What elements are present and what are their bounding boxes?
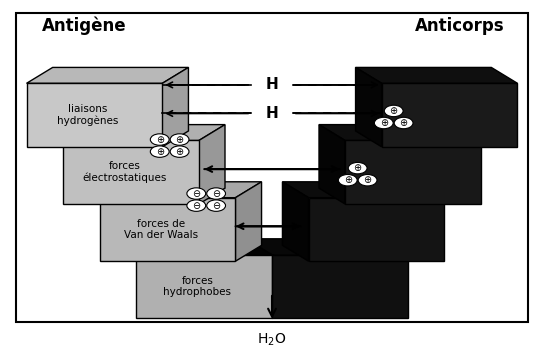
Text: H: H	[265, 77, 279, 92]
Polygon shape	[136, 239, 298, 255]
Polygon shape	[282, 182, 444, 198]
Text: ⊕: ⊕	[399, 118, 407, 128]
Text: forces
hydrophobes: forces hydrophobes	[163, 276, 231, 298]
Text: ⊕: ⊕	[380, 118, 388, 128]
Text: ⊕: ⊕	[156, 134, 164, 144]
Bar	[136, 255, 272, 318]
Text: ⊕: ⊕	[390, 106, 398, 116]
Polygon shape	[272, 239, 298, 318]
Text: ⊕: ⊕	[176, 134, 184, 144]
Polygon shape	[100, 182, 262, 198]
Circle shape	[170, 134, 189, 145]
Text: ⊕: ⊕	[363, 175, 372, 185]
Text: ⊕: ⊕	[156, 146, 164, 157]
Text: ⊕: ⊕	[354, 163, 362, 173]
Circle shape	[170, 146, 189, 157]
Polygon shape	[246, 239, 272, 318]
Circle shape	[338, 174, 357, 186]
Polygon shape	[319, 125, 345, 204]
Text: Antigène: Antigène	[42, 17, 126, 35]
Bar	[27, 83, 162, 147]
Polygon shape	[319, 125, 481, 140]
Text: ⊖: ⊖	[212, 201, 220, 211]
Text: ⊖: ⊖	[192, 201, 200, 211]
Polygon shape	[63, 125, 225, 140]
Bar	[100, 198, 236, 261]
Polygon shape	[199, 125, 225, 204]
Circle shape	[374, 117, 393, 129]
Text: ⊖: ⊖	[212, 189, 220, 198]
Circle shape	[150, 146, 169, 157]
Text: ⊕: ⊕	[176, 146, 184, 157]
Bar	[272, 255, 408, 318]
Circle shape	[187, 200, 206, 211]
Text: H$_2$O: H$_2$O	[257, 331, 287, 347]
Circle shape	[187, 188, 206, 199]
Polygon shape	[27, 67, 188, 83]
Circle shape	[207, 188, 226, 199]
Text: ⊕: ⊕	[344, 175, 352, 185]
Circle shape	[348, 162, 367, 174]
Polygon shape	[282, 182, 308, 261]
Text: liaisons
hydrogènes: liaisons hydrogènes	[57, 104, 119, 126]
Bar	[345, 140, 481, 204]
Polygon shape	[246, 239, 408, 255]
Polygon shape	[356, 67, 517, 83]
Polygon shape	[236, 182, 262, 261]
Bar	[382, 83, 517, 147]
Text: Anticorps: Anticorps	[415, 17, 505, 35]
Circle shape	[394, 117, 413, 129]
Text: forces
électrostatiques: forces électrostatiques	[82, 161, 166, 183]
Polygon shape	[356, 67, 382, 147]
Text: forces de
Van der Waals: forces de Van der Waals	[123, 219, 198, 240]
Polygon shape	[162, 67, 188, 147]
Circle shape	[150, 134, 169, 145]
Circle shape	[384, 105, 403, 117]
Bar	[63, 140, 199, 204]
Text: ⊖: ⊖	[192, 189, 200, 198]
Text: H: H	[265, 106, 279, 121]
Bar	[308, 198, 444, 261]
Circle shape	[207, 200, 226, 211]
Circle shape	[358, 174, 377, 186]
